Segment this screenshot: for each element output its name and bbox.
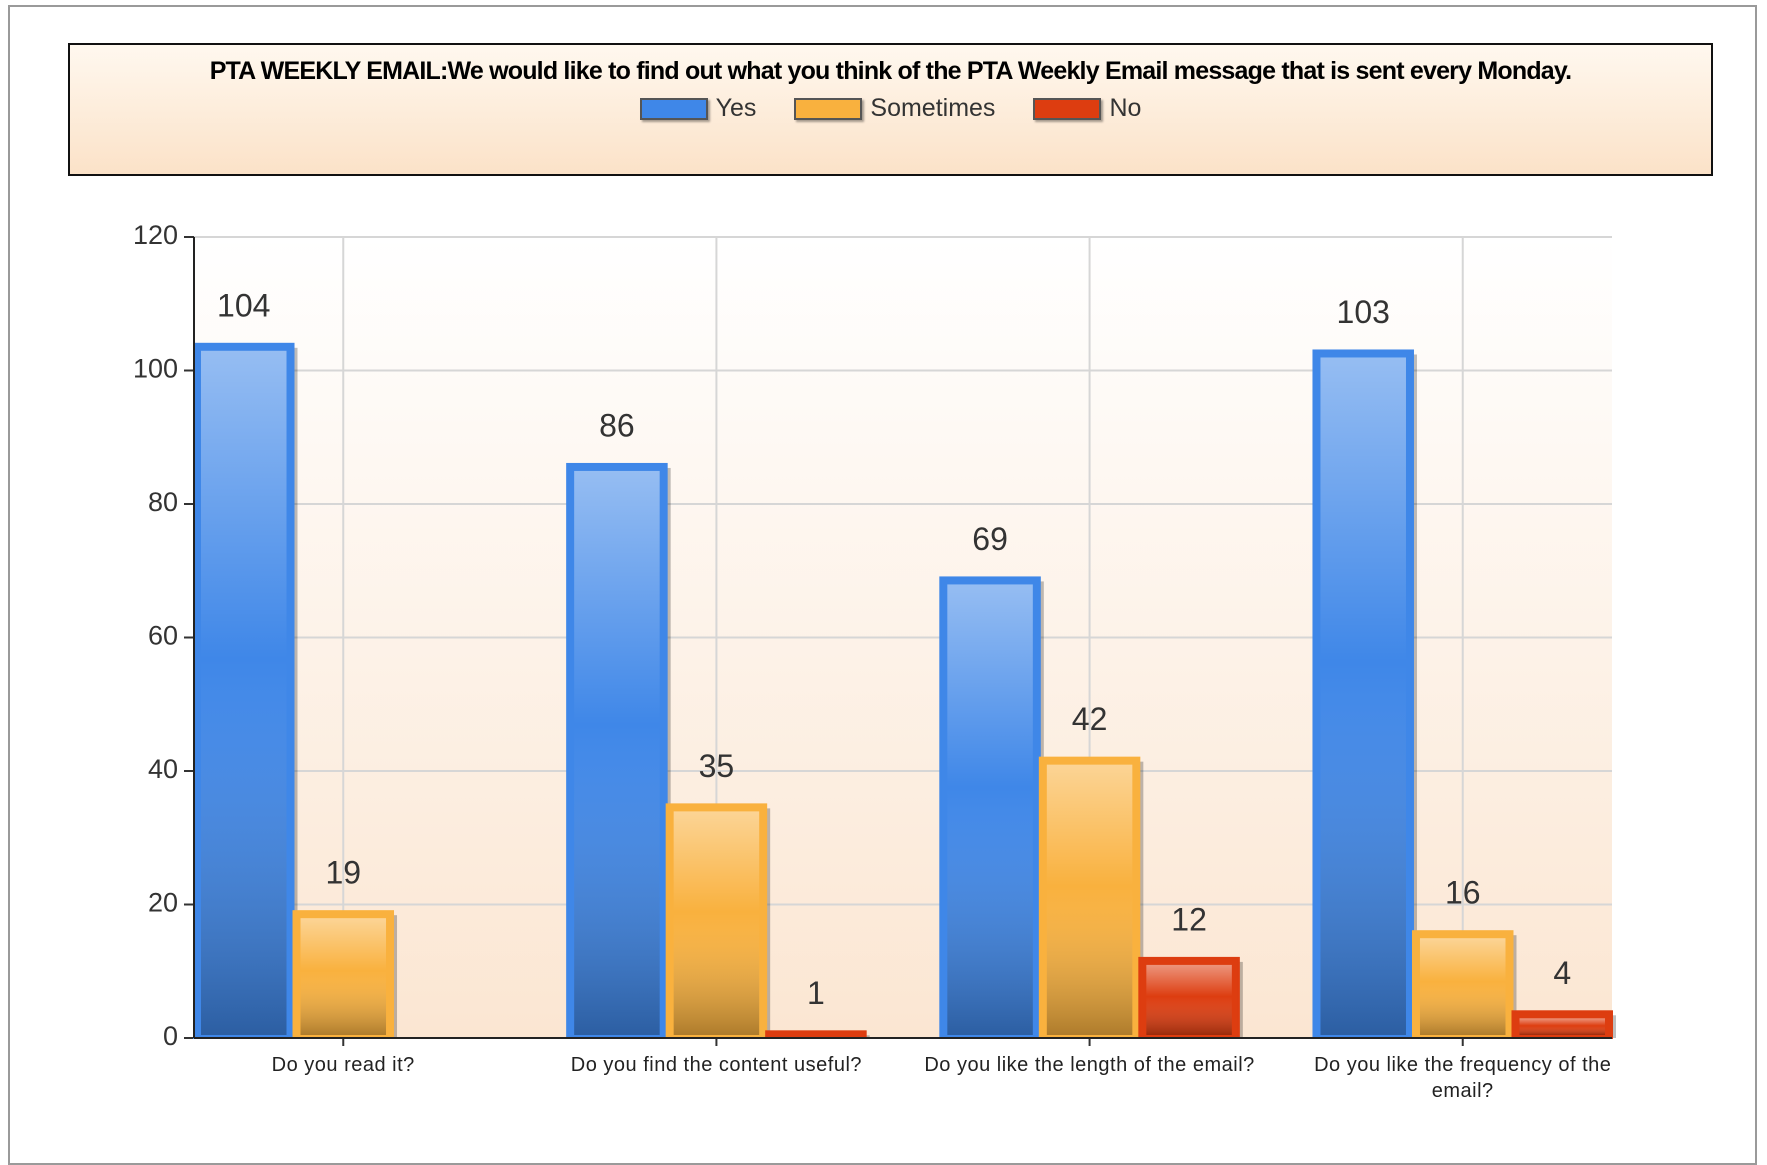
data-label: 104 <box>217 287 270 323</box>
chart-title: PTA WEEKLY EMAIL:We would like to find o… <box>209 57 1572 85</box>
y-tick-label: 120 <box>133 220 178 250</box>
data-label: 86 <box>599 407 635 443</box>
legend-swatch <box>1033 97 1102 120</box>
legend-item: No <box>1033 94 1141 123</box>
legend-label: Yes <box>715 94 757 122</box>
legend-item: Yes <box>639 94 757 123</box>
y-tick-label: 100 <box>133 354 178 384</box>
data-label: 12 <box>1171 901 1207 937</box>
y-tick-label: 80 <box>148 487 178 517</box>
legend-swatch <box>794 97 863 120</box>
x-tick-label: Do you like the length of the email? <box>924 1054 1255 1076</box>
data-label: 16 <box>1445 875 1481 911</box>
bar-shading <box>947 584 1033 1035</box>
data-label: 42 <box>1072 701 1108 737</box>
bar-shading <box>201 350 287 1035</box>
data-label: 103 <box>1337 294 1390 330</box>
bar-shading <box>300 918 387 1035</box>
bar-shading <box>1519 1018 1605 1035</box>
legend: Yes Sometimes No <box>70 94 1711 123</box>
x-tick-label: Do you find the content useful? <box>570 1054 863 1076</box>
y-tick-label: 40 <box>148 754 178 784</box>
bar-shading <box>1046 764 1133 1035</box>
data-label: 69 <box>972 521 1008 557</box>
y-tick-label: 60 <box>148 621 178 651</box>
bar-shading <box>574 470 660 1035</box>
bar <box>765 1030 867 1039</box>
data-label: 1 <box>807 975 825 1011</box>
data-label: 35 <box>699 748 735 784</box>
legend-label: Sometimes <box>870 94 996 122</box>
data-label: 19 <box>325 855 361 891</box>
data-label: 4 <box>1553 955 1571 991</box>
title-box: PTA WEEKLY EMAIL:We would like to find o… <box>68 43 1713 176</box>
bar-shading <box>1419 938 1506 1035</box>
x-tick-label: Do you like the frequency of the email? <box>1314 1054 1612 1102</box>
bar-shading <box>1146 964 1232 1035</box>
x-tick-label: Do you read it? <box>271 1054 415 1076</box>
bar-shading <box>1320 357 1406 1036</box>
legend-swatch <box>639 97 708 120</box>
bar-shading <box>673 811 760 1035</box>
y-tick-label: 20 <box>148 888 178 918</box>
y-tick-label: 0 <box>163 1021 178 1051</box>
legend-item: Sometimes <box>794 94 995 123</box>
legend-label: No <box>1109 94 1142 122</box>
